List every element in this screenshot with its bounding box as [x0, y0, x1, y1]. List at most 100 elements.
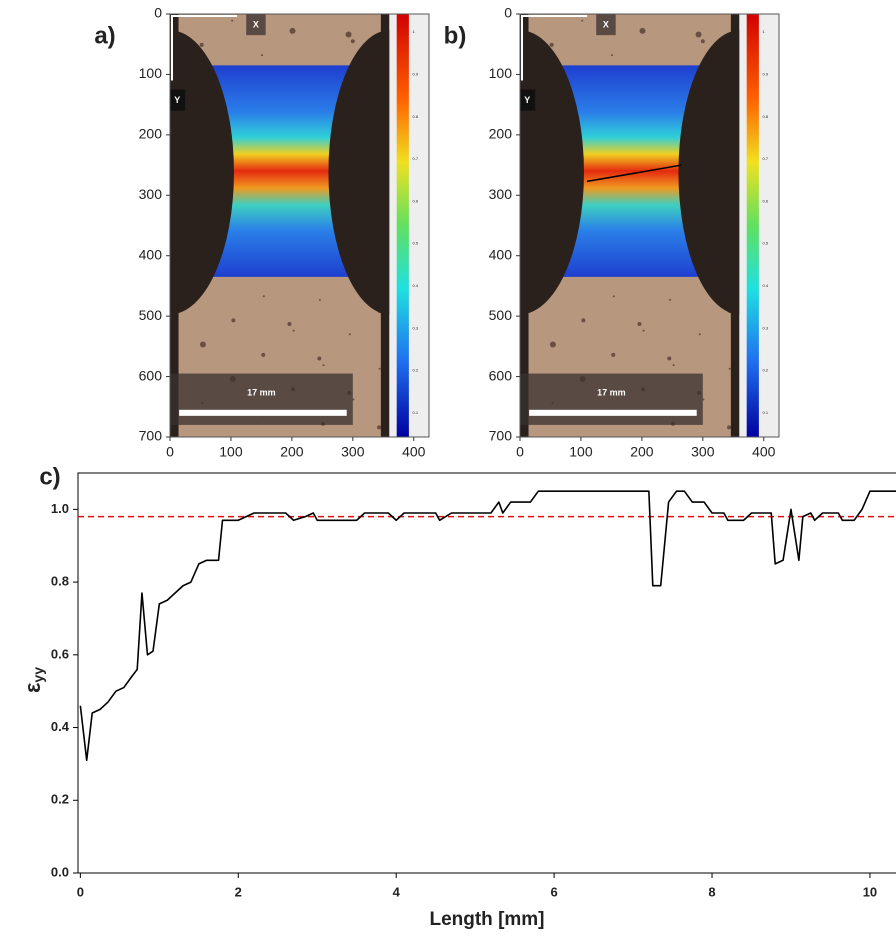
specimen: 17 mm X Y: [520, 14, 740, 437]
left-notch: [170, 30, 234, 315]
specimen: 17 mm X Y: [170, 14, 390, 437]
scale-box: [170, 373, 353, 425]
x-tick-label: 100: [219, 444, 243, 460]
colorbar-tick-label: 0.7: [763, 156, 769, 161]
speckle: [642, 329, 645, 332]
speckle: [581, 318, 586, 323]
x-tick-label: 0: [166, 444, 174, 460]
speckle: [348, 333, 351, 336]
speckle: [611, 352, 616, 357]
x-tick-label: 2: [235, 884, 242, 899]
y-label-subscript: yy: [30, 667, 46, 683]
speckle: [231, 19, 234, 22]
colorbar-tick-label: 0.3: [763, 325, 769, 330]
speckle: [318, 298, 321, 301]
x-tick-label: 6: [550, 884, 557, 899]
panel-label: b): [444, 22, 467, 49]
colorbar: [746, 14, 759, 437]
left-notch: [520, 30, 584, 315]
y-tick-label: 500: [489, 307, 513, 323]
axis-arrows: [521, 15, 588, 81]
colorbar-tick-label: 0.9: [413, 71, 419, 76]
speckle: [698, 333, 701, 336]
colorbar-tick-label: 0.4: [763, 283, 769, 288]
speckle: [317, 356, 322, 361]
y-marker-box: [520, 89, 536, 111]
x-tick-label: 200: [280, 444, 304, 460]
colorbar-bg: [389, 14, 429, 437]
y-axis-label: εyy: [20, 667, 46, 693]
y-tick-label: 0.8: [51, 574, 69, 589]
y-tick-label: 600: [139, 367, 163, 383]
x-tick-label: 0: [516, 444, 524, 460]
plot-frame: [519, 13, 780, 438]
x-axis-label: Length [mm]: [429, 909, 544, 930]
speckle: [378, 367, 381, 370]
x-tick-label: 4: [393, 884, 401, 899]
y-label-symbol: ε: [20, 682, 45, 693]
scale-bar: [179, 409, 347, 416]
y-tick-label: 0.6: [51, 646, 69, 661]
x-tick-label: 10: [863, 884, 877, 899]
y-tick-label: 0: [154, 5, 162, 21]
scale-label: 17 mm: [597, 387, 626, 397]
x-tick-label: 0: [77, 884, 84, 899]
plot-frame: [77, 472, 896, 874]
x-tick-label: 300: [341, 444, 365, 460]
speckle: [199, 341, 206, 348]
speckle: [377, 425, 382, 430]
colorbar-tick-label: 0.5: [763, 241, 769, 246]
y-tick-label: 200: [489, 126, 513, 142]
colorbar-tick-label: 0.6: [413, 198, 419, 203]
x-tick-label: 400: [402, 444, 426, 460]
y-tick-label: 600: [489, 367, 513, 383]
speckle: [672, 364, 675, 367]
colorbar-tick-label: 1: [413, 29, 416, 34]
y-marker: Y: [524, 95, 530, 105]
x-tick-label: 200: [630, 444, 654, 460]
y-tick-label: 100: [489, 65, 513, 81]
colorbar-tick-label: 0.8: [413, 114, 419, 119]
speckle: [345, 31, 352, 38]
speckle: [612, 295, 615, 298]
speckle: [262, 295, 265, 298]
x-tick-label: 100: [569, 444, 593, 460]
x-tick-label: 400: [752, 444, 776, 460]
y-tick-label: 700: [489, 428, 513, 444]
speckle: [199, 42, 204, 47]
x-marker-box: [596, 14, 616, 36]
y-tick-label: 0.0: [51, 864, 69, 879]
y-tick-label: 300: [489, 186, 513, 202]
colorbar-tick-label: 0.1: [763, 410, 769, 415]
speckle: [292, 329, 295, 332]
colorbar-tick-label: 0.8: [763, 114, 769, 119]
speckle: [700, 39, 705, 44]
y-tick-label: 100: [139, 65, 163, 81]
data-line: [79, 490, 896, 762]
speckle: [549, 341, 556, 348]
speckle: [728, 367, 731, 370]
x-marker: X: [253, 19, 259, 29]
speckle: [322, 364, 325, 367]
colorbar-tick-label: 0.4: [413, 283, 419, 288]
colorbar-tick-label: 0.3: [413, 325, 419, 330]
speckle: [639, 27, 646, 34]
speckle: [350, 39, 355, 44]
speckle: [695, 31, 702, 38]
plot-frame: [169, 13, 430, 438]
speckle: [702, 398, 705, 401]
speckle: [727, 425, 732, 430]
colorbar: [396, 14, 409, 437]
y-tick-label: 1.0: [51, 501, 69, 516]
colorbar-tick-label: 0.9: [763, 71, 769, 76]
speckle: [668, 298, 671, 301]
speckle: [352, 398, 355, 401]
colorbar-tick-label: 0.6: [763, 198, 769, 203]
scale-bar: [529, 409, 697, 416]
panel-label: c): [39, 463, 60, 490]
crack: [586, 164, 682, 183]
x-marker-box: [246, 14, 266, 36]
y-tick-label: 0: [504, 5, 512, 21]
right-notch: [678, 30, 740, 315]
